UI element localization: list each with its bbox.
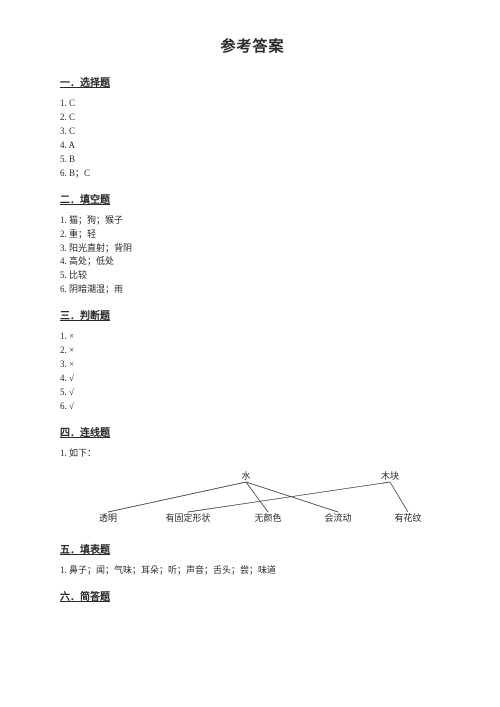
ans-3-1: 1. × [60, 330, 445, 344]
ans-2-2: 2. 重；轻 [60, 228, 445, 242]
ans-3-2: 2. × [60, 344, 445, 358]
diagram-node-label: 水 [241, 471, 250, 481]
section-heading-6: 六．简答题 [60, 588, 445, 603]
diagram-edge [390, 482, 408, 512]
ans-1-1: 1. C [60, 97, 445, 111]
ans-3-3: 3. × [60, 358, 445, 372]
answers-block-1: 1. C 2. C 3. C 4. A 5. B 6. B；C [60, 97, 445, 181]
ans-2-3: 3. 阳光直射；背阴 [60, 242, 445, 256]
diagram-node-label: 有花纹 [394, 512, 421, 523]
ans-4-intro: 1. 如下： [60, 447, 445, 461]
answers-block-4: 1. 如下： [60, 447, 445, 461]
ans-3-5: 5. √ [60, 386, 445, 400]
ans-5-1: 1. 鼻子；闻；气味；耳朵；听；声音；舌头；尝；味道 [60, 564, 445, 578]
section-heading-4: 四．连线题 [60, 424, 445, 439]
matching-diagram: 水 木块透明 有固定形状 无颜色 会流动 有花纹 [60, 471, 445, 531]
ans-1-3: 3. C [60, 125, 445, 139]
section-heading-3: 三．判断题 [60, 307, 445, 322]
ans-1-2: 2. C [60, 111, 445, 125]
ans-1-4: 4. A [60, 139, 445, 153]
section-heading-1: 一．选择题 [60, 74, 445, 89]
section-heading-2: 二．填空题 [60, 191, 445, 206]
ans-1-5: 5. B [60, 153, 445, 167]
diagram-node-label: 会流动 [324, 512, 351, 523]
answers-block-2: 1. 猫；狗；猴子 2. 重；轻 3. 阳光直射；背阴 4. 高处；低处 5. … [60, 214, 445, 298]
ans-2-4: 4. 高处；低处 [60, 255, 445, 269]
page-title: 参考答案 [60, 35, 445, 56]
diagram-edge [246, 482, 338, 512]
diagram-node-label: 木块 [381, 471, 399, 481]
ans-3-4: 4. √ [60, 372, 445, 386]
ans-1-6: 6. B；C [60, 167, 445, 181]
answers-block-5: 1. 鼻子；闻；气味；耳朵；听；声音；舌头；尝；味道 [60, 564, 445, 578]
page-root: 参考答案 一．选择题 1. C 2. C 3. C 4. A 5. B 6. B… [0, 0, 500, 641]
answers-block-3: 1. × 2. × 3. × 4. √ 5. √ 6. √ [60, 330, 445, 414]
diagram-node-label: 无颜色 [254, 512, 281, 523]
diagram-edge [188, 482, 390, 512]
ans-2-1: 1. 猫；狗；猴子 [60, 214, 445, 228]
diagram-svg: 水 木块透明 有固定形状 无颜色 会流动 有花纹 [60, 471, 440, 531]
diagram-edge [108, 482, 246, 512]
diagram-node-label: 有固定形状 [165, 512, 210, 523]
diagram-edge [246, 482, 268, 512]
section-heading-5: 五．填表题 [60, 541, 445, 556]
ans-3-6: 6. √ [60, 400, 445, 414]
diagram-node-label: 透明 [99, 513, 117, 523]
ans-2-5: 5. 比较 [60, 269, 445, 283]
ans-2-6: 6. 阴暗潮湿；雨 [60, 283, 445, 297]
